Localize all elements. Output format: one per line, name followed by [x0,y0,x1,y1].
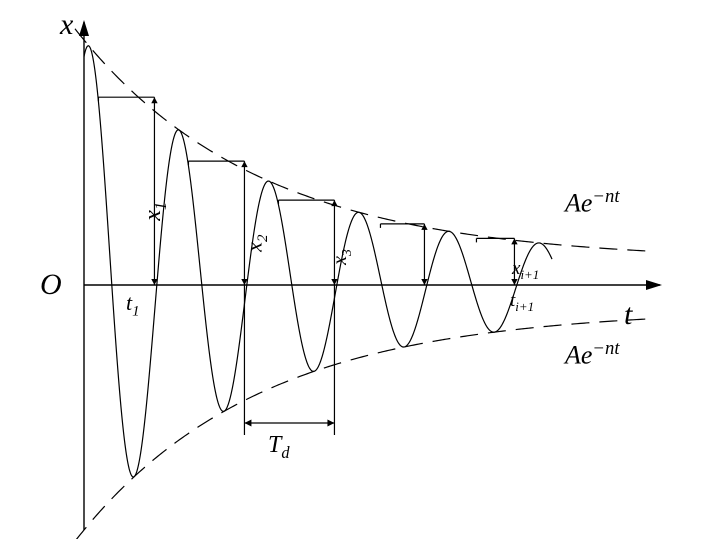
label-env-upper: Ae−nt [565,186,620,219]
label-origin: O [40,268,62,302]
label-xi1: xi+1 [512,258,539,283]
label-Td: Td [268,432,290,463]
label-x1: x1 [140,202,171,221]
label-ti1: ti+1 [510,290,534,315]
label-y-axis: x [60,8,73,42]
label-x2: x2 [241,235,271,252]
label-x-axis: t [624,298,632,332]
label-env-lower: Ae−nt [565,338,620,371]
label-t1: t1 [126,290,140,320]
label-x3: x3 [329,249,355,265]
